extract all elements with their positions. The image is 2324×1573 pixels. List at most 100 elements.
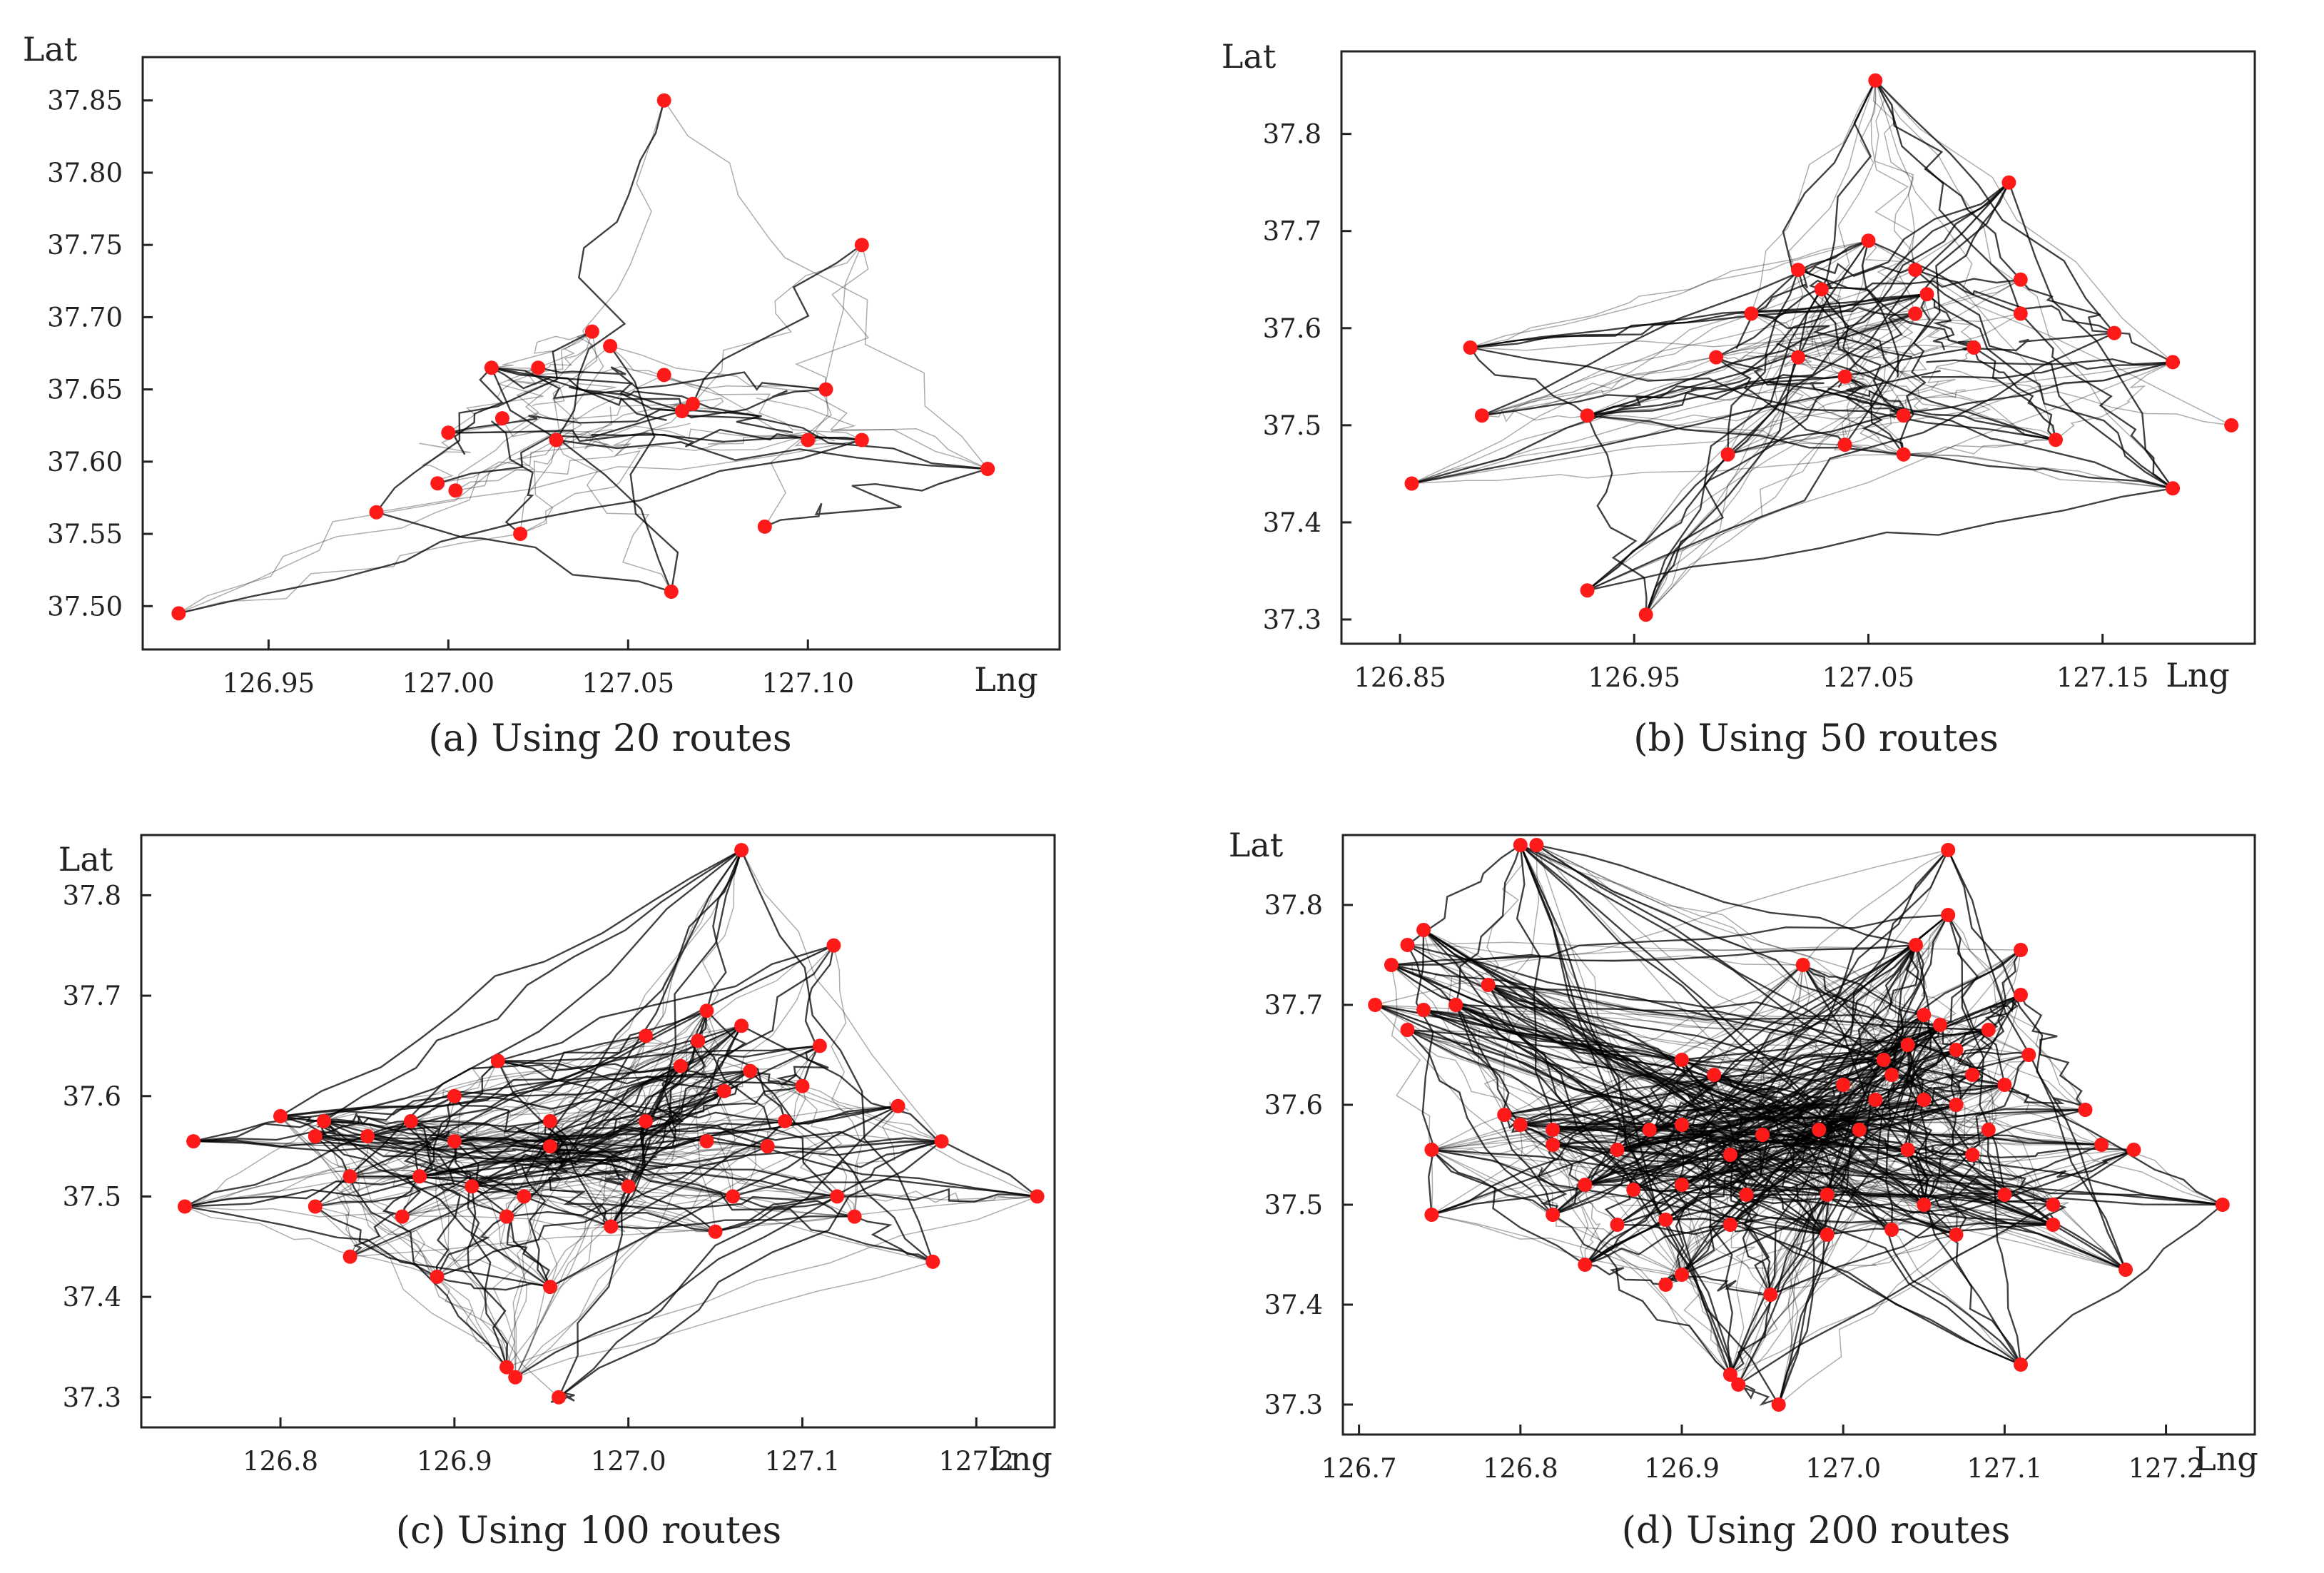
route-line [569, 386, 988, 470]
route-line [403, 1121, 432, 1177]
route-line [1797, 346, 1939, 358]
route-line [1926, 358, 2173, 365]
stop-point [2046, 1198, 2061, 1212]
route-line [594, 1159, 933, 1263]
route-line [1584, 993, 2021, 1186]
route-line [454, 1140, 716, 1233]
route-line [524, 849, 743, 1178]
route-line [1407, 1029, 1957, 1051]
route-line [1821, 289, 1904, 416]
route-line [491, 330, 593, 368]
route-line [1845, 375, 1905, 417]
route-line [1681, 1118, 1776, 1130]
route-line [1727, 269, 1800, 455]
route-line [519, 406, 612, 535]
route-line [437, 410, 683, 485]
stop-point [1917, 1093, 1932, 1107]
route-line [375, 330, 593, 513]
route-line [1903, 439, 2056, 455]
route-line [410, 1121, 507, 1367]
route-line [505, 1216, 552, 1288]
route-line [280, 1116, 438, 1278]
stop-points [1404, 73, 2239, 622]
route-line [1552, 1129, 1585, 1185]
route-line [533, 1140, 563, 1288]
route-line [1617, 1149, 2054, 1225]
route-line [559, 1065, 681, 1147]
chart-d: 126.7 126.8 126.9 127.0 127.1 127.2 37.3 37.4 37… [1229, 826, 2258, 1484]
stop-point [1481, 978, 1496, 992]
plot-frame [140, 834, 1056, 1429]
route-line [1874, 80, 1916, 270]
route-line [854, 1215, 933, 1263]
route-line [1897, 313, 1927, 416]
route-line [701, 1010, 734, 1197]
route-line [335, 1176, 356, 1258]
stop-point [2166, 481, 2181, 496]
route-line [1988, 1129, 2054, 1225]
stop-point [1791, 263, 1805, 278]
stop-point [1578, 1178, 1593, 1192]
stop-point [1965, 1068, 1980, 1082]
route-line [1481, 374, 1814, 417]
stop-point [1908, 263, 1923, 278]
stop-point [980, 462, 995, 476]
stop-point [854, 433, 869, 447]
route-line [645, 1085, 803, 1123]
route-line [1845, 376, 2056, 441]
route-line [1645, 288, 1822, 615]
route-line [1681, 1057, 1884, 1068]
route-line [1903, 389, 1966, 416]
y-tick-label: 37.8 [63, 880, 121, 911]
route-line [578, 1155, 1037, 1198]
route-line [1481, 288, 1822, 416]
route-line [1903, 453, 2173, 490]
stop-point [1675, 1053, 1689, 1067]
route-line [697, 1040, 838, 1198]
route-line [1587, 279, 2021, 591]
route-line [1931, 389, 2056, 440]
chart-b: 126.85 126.95 127.05 127.15 37.3 37.4 37.5 37.6… [1222, 37, 2256, 694]
x-tick-label: 127.05 [582, 668, 674, 699]
route-line [1907, 1044, 2102, 1145]
x-axis-title: Lng [988, 1440, 1052, 1478]
route-line [280, 1112, 411, 1126]
route-line [1407, 1029, 1683, 1185]
stop-point [317, 1113, 331, 1128]
route-line [1902, 1044, 1933, 1205]
stop-point [1404, 476, 1419, 491]
stop-point [1463, 340, 1478, 355]
y-tick-label: 37.3 [63, 1382, 121, 1413]
route-line [1553, 1143, 2223, 1206]
route-line [419, 433, 471, 484]
route-line [572, 100, 665, 448]
route-line [410, 1121, 556, 1175]
route-line [514, 1162, 621, 1378]
stop-point [1837, 369, 1852, 384]
route-line [549, 1106, 898, 1288]
stop-point [499, 1360, 514, 1375]
route-line [280, 1070, 751, 1118]
stop-point [795, 1078, 810, 1093]
route-line [540, 1149, 612, 1228]
route-line [1727, 313, 2021, 455]
stop-point [1919, 287, 1934, 302]
route-line [1874, 80, 2056, 440]
route-line [506, 1195, 1037, 1368]
route-line [627, 1025, 743, 1188]
route-line [1488, 984, 1740, 1103]
stop-points [171, 93, 995, 621]
route-line [1751, 313, 1912, 358]
route-line [453, 1096, 551, 1148]
route-line [1470, 346, 2056, 441]
stop-point [726, 1189, 740, 1204]
route-line [402, 1195, 524, 1218]
route-line [1797, 262, 1916, 278]
route-line [598, 1161, 628, 1227]
route-line [448, 423, 613, 437]
stop-point [308, 1199, 323, 1214]
route-line [1645, 366, 1906, 615]
route-line [1874, 80, 2021, 314]
x-tick-label: 126.95 [1588, 662, 1680, 693]
stop-point [1900, 1038, 1915, 1052]
